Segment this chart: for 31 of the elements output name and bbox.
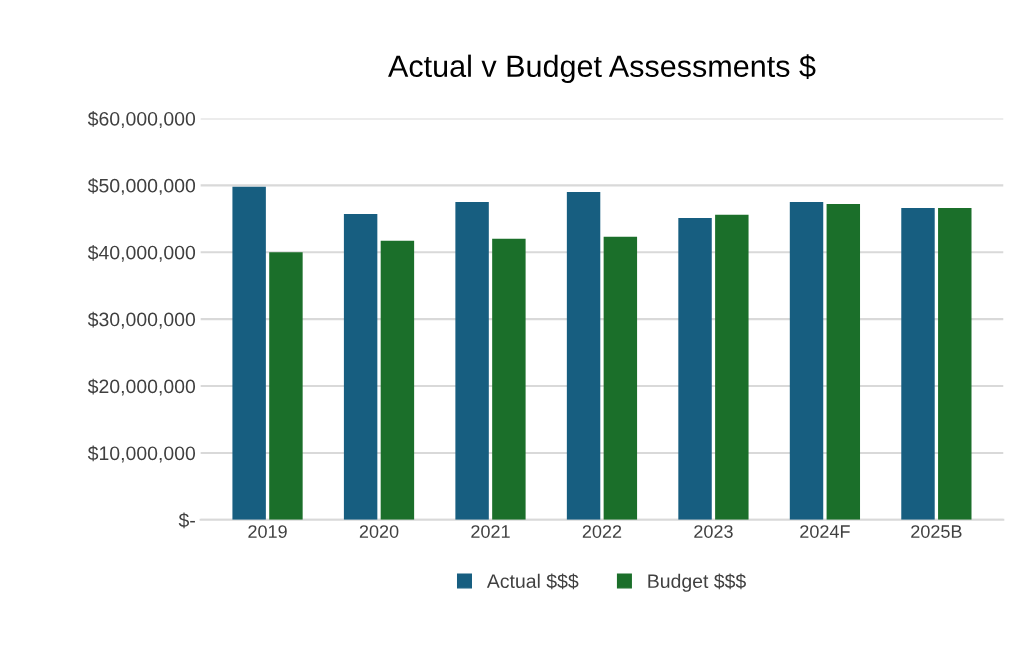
y-tick-label: $40,000,000 (87, 244, 196, 262)
legend-label: Budget $$$ (648, 573, 746, 592)
bar (343, 214, 378, 520)
chart-title: Actual v Budget Assessments $ (388, 54, 816, 84)
bar (678, 218, 712, 520)
y-tick-label: $60,000,000 (87, 111, 196, 128)
y-tick-label: $50,000,000 (87, 177, 196, 195)
x-tick-label: 2020 (359, 525, 399, 538)
bar (789, 202, 824, 520)
legend-label: Actual $$$ (486, 573, 579, 590)
bar (715, 214, 749, 520)
bar (232, 186, 266, 520)
bar (269, 252, 303, 520)
y-tick-label: $20,000,000 (87, 378, 196, 396)
bar (826, 204, 861, 520)
x-tick-label: 2022 (582, 525, 622, 538)
bar (603, 236, 638, 520)
bar (566, 192, 601, 520)
y-tick-label: $- (178, 512, 195, 529)
bar (380, 240, 415, 520)
bar (938, 208, 972, 520)
y-tick-label: $30,000,000 (87, 311, 196, 329)
bar (455, 202, 489, 520)
y-tick-label: $10,000,000 (87, 445, 196, 463)
x-tick-label: 2021 (471, 525, 510, 538)
bar (901, 208, 935, 520)
x-tick-label: 2023 (694, 525, 733, 538)
bar (492, 238, 526, 520)
x-tick-label: 2024F (800, 525, 850, 538)
x-tick-label: 2025B (911, 525, 962, 538)
x-tick-label: 2019 (248, 525, 287, 538)
